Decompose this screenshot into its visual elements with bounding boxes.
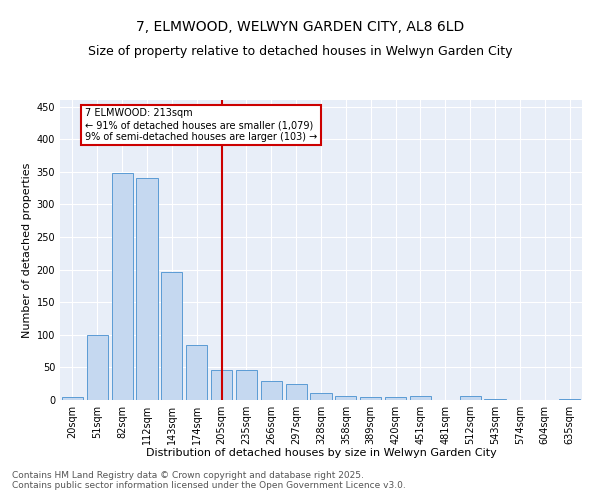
Bar	[261, 381, 282, 400]
Bar	[335, 396, 356, 400]
Bar	[559, 398, 580, 400]
Text: 7 ELMWOOD: 213sqm
← 91% of detached houses are smaller (1,079)
9% of semi-detach: 7 ELMWOOD: 213sqm ← 91% of detached hous…	[85, 108, 317, 142]
Bar	[62, 396, 83, 400]
Bar	[310, 394, 332, 400]
Bar	[286, 384, 307, 400]
Text: Contains HM Land Registry data © Crown copyright and database right 2025.
Contai: Contains HM Land Registry data © Crown c…	[12, 470, 406, 490]
Bar	[385, 398, 406, 400]
X-axis label: Distribution of detached houses by size in Welwyn Garden City: Distribution of detached houses by size …	[146, 448, 496, 458]
Bar	[87, 336, 108, 400]
Text: 7, ELMWOOD, WELWYN GARDEN CITY, AL8 6LD: 7, ELMWOOD, WELWYN GARDEN CITY, AL8 6LD	[136, 20, 464, 34]
Bar	[484, 398, 506, 400]
Bar	[460, 396, 481, 400]
Bar	[161, 272, 182, 400]
Bar	[112, 173, 133, 400]
Bar	[410, 396, 431, 400]
Bar	[236, 370, 257, 400]
Text: Size of property relative to detached houses in Welwyn Garden City: Size of property relative to detached ho…	[88, 45, 512, 58]
Bar	[136, 178, 158, 400]
Y-axis label: Number of detached properties: Number of detached properties	[22, 162, 32, 338]
Bar	[186, 344, 207, 400]
Bar	[211, 370, 232, 400]
Bar	[360, 396, 381, 400]
